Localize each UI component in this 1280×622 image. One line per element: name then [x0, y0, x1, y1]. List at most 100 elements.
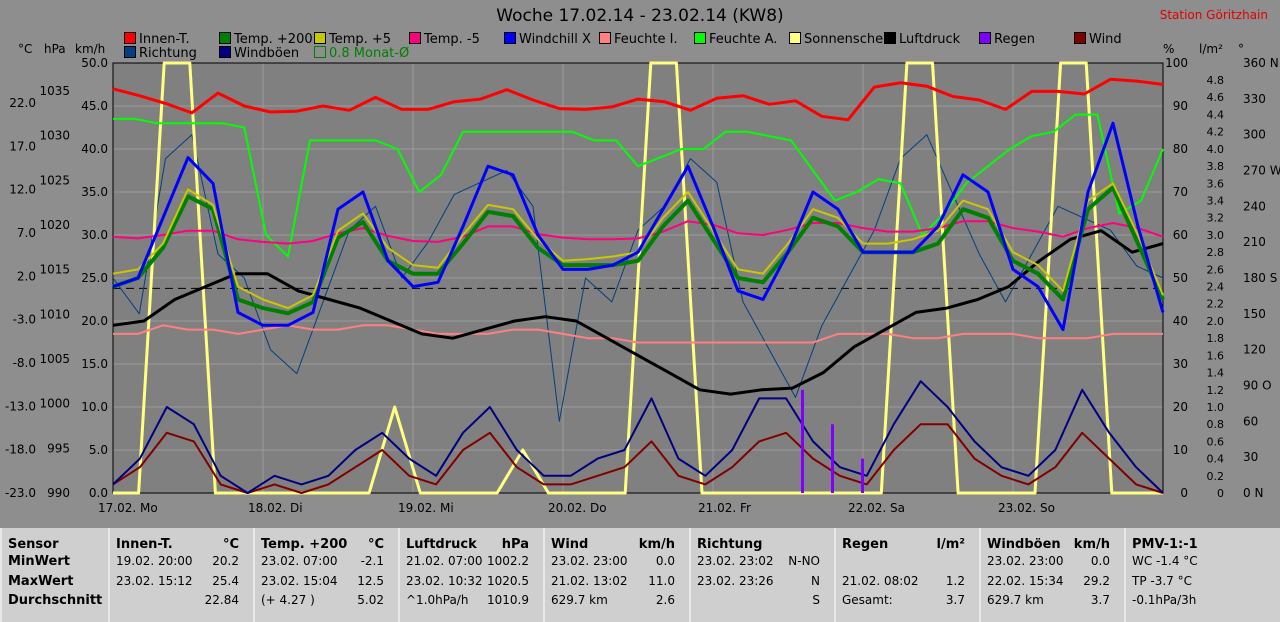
hpa-tick-label: 1010 [39, 307, 70, 321]
temp-tick-label: 2.0 [17, 269, 36, 283]
lm2-tick-label: 3.8 [1207, 160, 1225, 173]
kmh-tick-label: 25.0 [81, 271, 108, 285]
temp-axis-unit: °C [18, 42, 32, 56]
stats-cell-value: 1020.5 [487, 573, 529, 588]
stats-column-header: PMV-1:-1 [1132, 528, 1274, 552]
rain-bar [831, 424, 834, 493]
legend-item: Temp. -5 [409, 32, 480, 47]
stats-cell-label: 23.02. 15:04 [261, 573, 338, 588]
temp-tick-label: -18.0 [5, 443, 36, 457]
stats-column-header: Luftdruck hPa [406, 528, 537, 552]
temp-tick-label: -3.0 [13, 313, 36, 327]
stats-cell: WC -1.4 °C [1132, 552, 1274, 572]
lm2-axis-unit: l/m² [1199, 42, 1223, 56]
pct-tick-label: 90 [1173, 99, 1188, 113]
lm2-tick-label: 3.2 [1207, 212, 1225, 225]
stats-column-header: Wind km/h [551, 528, 683, 552]
stats-column: Regen l/m² 21.02. 08:02 1.2 Gesamt: 3.7 [834, 528, 979, 622]
deg-tick-label: 90 O [1243, 379, 1272, 393]
hpa-tick-label: 1015 [39, 263, 70, 277]
stats-cell: 23.02. 23:02 N-NO [697, 552, 828, 572]
x-tick-label: 21.02. Fr [698, 501, 751, 515]
stats-cell: 23.02. 15:12 25.4 [116, 572, 247, 592]
stats-cell-value: 12.5 [357, 573, 384, 588]
legend-swatch [504, 32, 516, 44]
stats-cell-value: 25.4 [212, 573, 239, 588]
stats-cell: 21.02. 08:02 1.2 [842, 572, 973, 592]
stats-cell: 22.84 [116, 591, 247, 611]
hpa-tick-label: 1025 [39, 173, 70, 187]
stats-cell: 22.02. 15:34 29.2 [987, 572, 1118, 592]
stats-cell-value: 1.2 [945, 573, 965, 588]
series-line-temp-200 [112, 185, 1165, 316]
legend-item: Innen-T. [124, 32, 190, 47]
stats-cell-label: ^1.0hPa/h [406, 593, 469, 607]
legend-label: 0.8 Monat-Ø [329, 46, 410, 61]
series-line-sonnenschein [113, 61, 1163, 495]
stats-cell-value: -2.1 [360, 554, 384, 568]
stats-cell-label: 23.02. 15:12 [116, 573, 193, 588]
stats-cell: TP -3.7 °C [1132, 572, 1274, 592]
legend-label: Sonnenschein [804, 32, 895, 47]
pct-tick-label: 80 [1173, 142, 1188, 156]
kmh-tick-label: 45.0 [81, 99, 108, 113]
lm2-tick-label: 1.6 [1207, 349, 1225, 362]
hpa-tick-label: 1020 [39, 218, 70, 232]
hpa-axis-unit: hPa [44, 42, 66, 56]
hpa-tick-label: 1000 [39, 397, 70, 411]
legend-label: Windchill X [519, 32, 591, 47]
series-line-feuchte-a- [113, 113, 1164, 258]
stats-column-header: Regen l/m² [842, 528, 973, 552]
deg-tick-label: 120 [1243, 343, 1266, 357]
x-tick-label: 17.02. Mo [98, 501, 158, 515]
stats-row-label: MaxWert [8, 573, 74, 589]
stats-cell-label: -0.1hPa/3h [1132, 593, 1197, 607]
legend-label: Wind [1089, 32, 1122, 47]
lm2-tick-label: 4.8 [1207, 74, 1225, 87]
deg-axis-unit: ° [1238, 42, 1244, 56]
stats-cell-value: 1010.9 [487, 593, 529, 607]
legend-item: Sonnenschein [789, 32, 895, 47]
deg-tick-label: 270 W [1243, 164, 1280, 178]
deg-tick-label: 0 N [1243, 486, 1263, 500]
legend-label: Luftdruck [899, 32, 961, 47]
legend-label: Windböen [234, 46, 300, 61]
deg-tick-label: 180 S [1243, 271, 1277, 285]
x-tick-label: 19.02. Mi [398, 501, 454, 515]
x-tick-label: 20.02. Do [548, 501, 607, 515]
stats-cell-label: WC -1.4 °C [1132, 554, 1198, 568]
stats-column-title: Richtung [697, 537, 763, 552]
stats-column-header: Innen-T. °C [116, 528, 247, 552]
stats-cell-label: 23.02. 07:00 [261, 554, 338, 568]
lm2-tick-label: 2.8 [1207, 246, 1225, 259]
stats-column-title: Regen [842, 537, 889, 552]
series-line-luftdruck [112, 229, 1164, 396]
x-tick-label: 23.02. So [998, 501, 1055, 515]
legend-item: Temp. +5 [314, 32, 391, 47]
legend-item: Regen [979, 32, 1035, 47]
legend-swatch [694, 32, 706, 44]
station-label: Station Göritzhain [1159, 8, 1268, 22]
stats-cell: 23.02. 23:00 0.0 [987, 552, 1118, 572]
legend-swatch [1074, 32, 1086, 44]
stats-cell: 629.7 km 3.7 [987, 591, 1118, 611]
stats-column-title: Temp. +200 [261, 537, 348, 552]
legend-item: Windchill X [504, 32, 591, 47]
legend-label: Temp. +5 [329, 32, 392, 47]
kmh-tick-label: 15.0 [81, 357, 108, 371]
stats-cell-value: N [811, 573, 820, 588]
stats-cell-label: 23.02. 10:32 [406, 573, 483, 588]
stats-cell-label: 23.02. 23:00 [551, 554, 628, 568]
deg-tick-label: 150 [1243, 307, 1266, 321]
lm2-tick-label: 3.0 [1207, 229, 1225, 242]
stats-cell: 23.02. 23:00 0.0 [551, 552, 683, 572]
stats-cell: ^1.0hPa/h 1010.9 [406, 591, 537, 611]
stats-column: Wind km/h 23.02. 23:00 0.0 21.02. 13:02 11.0 6… [543, 528, 689, 622]
pct-tick-label: 60 [1173, 228, 1188, 242]
stats-cell: 23.02. 23:26 N [697, 572, 828, 592]
stats-column-title: PMV-1:-1 [1132, 537, 1198, 552]
stats-cell-label: (+ 4.27 ) [261, 593, 315, 607]
kmh-tick-label: 30.0 [81, 228, 108, 242]
legend-swatch [219, 32, 231, 44]
lm2-tick-label: 3.4 [1207, 194, 1225, 207]
